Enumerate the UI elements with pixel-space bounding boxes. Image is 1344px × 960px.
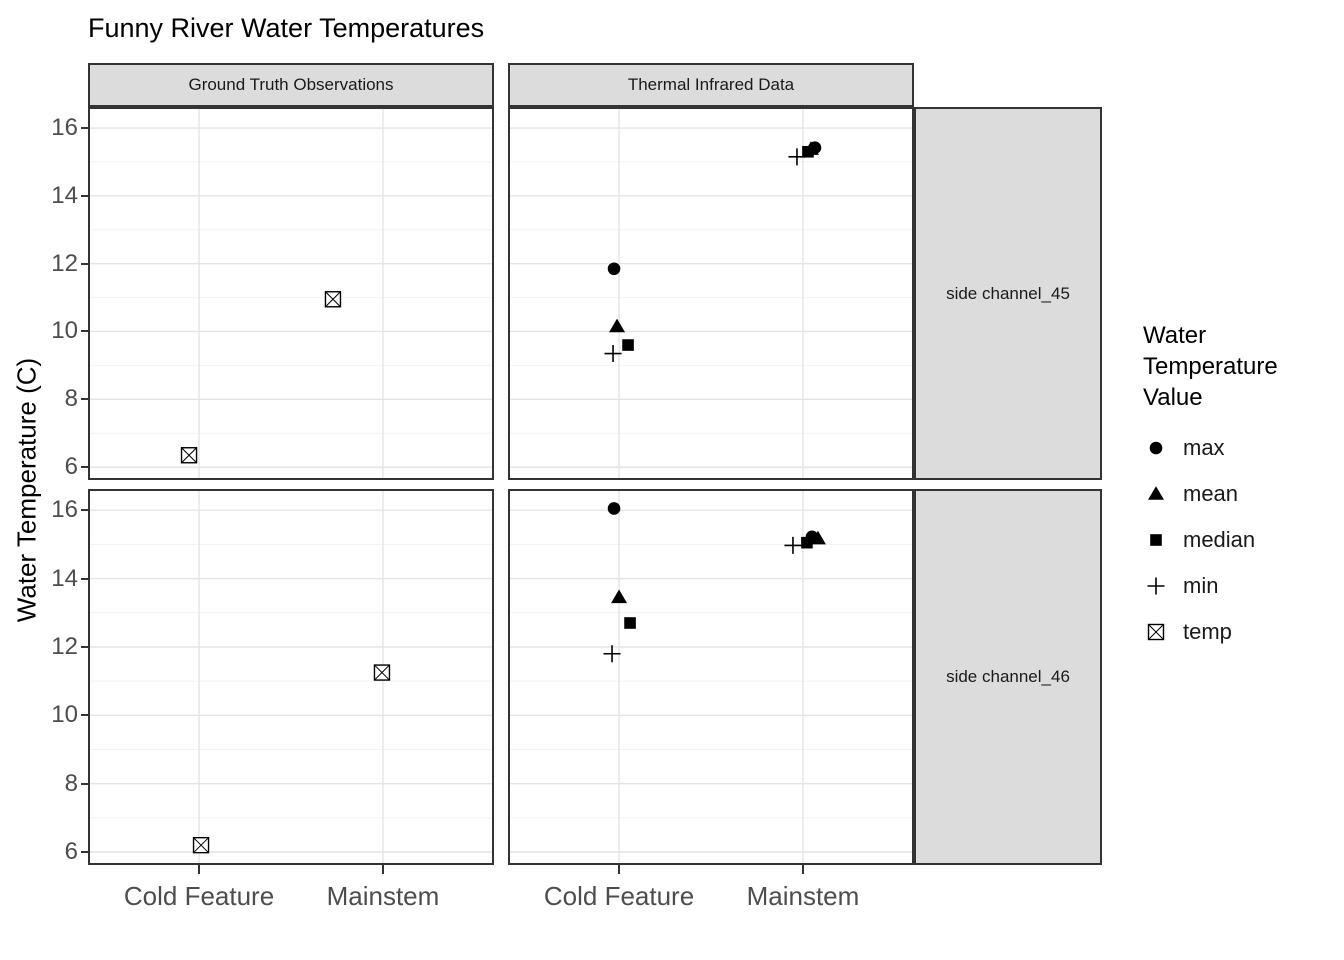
- legend-items: max mean median min temp: [1143, 435, 1343, 645]
- facet-strip-side-channel-45: side channel_45: [914, 107, 1102, 480]
- y-tick-mark: [81, 782, 88, 785]
- chart-title: Funny River Water Temperatures: [88, 13, 485, 43]
- y-tick-mark: [81, 127, 88, 130]
- facet-strip-ground-truth-label: Ground Truth Observations: [188, 75, 394, 94]
- legend-item-min: min: [1143, 573, 1343, 599]
- legend-item-label: median: [1183, 527, 1256, 552]
- data-point-mean: [609, 318, 626, 333]
- facet-strip-thermal-infrared-label: Thermal Infrared Data: [627, 75, 795, 94]
- y-tick-label: 6: [64, 838, 78, 865]
- data-point-temp: [324, 291, 342, 308]
- data-point-max: [607, 262, 621, 276]
- data-point-median: [622, 339, 634, 351]
- x-tick-label: Cold Feature: [123, 881, 275, 911]
- legend-item-temp: temp: [1143, 619, 1343, 645]
- facet-strip-side-channel-45-label: side channel_45: [946, 283, 1070, 303]
- y-tick-mark: [81, 194, 88, 197]
- data-point-temp: [192, 836, 210, 854]
- legend-item-label: mean: [1183, 481, 1239, 506]
- y-tick-label: 12: [51, 249, 78, 277]
- data-point-max: [808, 141, 822, 154]
- legend-item-mean: mean: [1143, 481, 1343, 507]
- panel-plot-area: [510, 109, 912, 478]
- y-tick-label: 16: [51, 496, 78, 524]
- x-tick-mark: [198, 865, 201, 874]
- panel-plot-area: [510, 491, 912, 863]
- y-tick-mark: [81, 577, 88, 580]
- y-tick-label: 14: [51, 181, 78, 209]
- legend-item-max: max: [1143, 435, 1343, 461]
- y-tick-mark: [81, 851, 88, 853]
- legend-min-marker-icon: [1147, 577, 1165, 595]
- y-tick-mark: [81, 262, 88, 265]
- x-tick-mark: [381, 865, 384, 874]
- x-tick-mark: [618, 865, 621, 874]
- x-tick-label: Mainstem: [746, 881, 860, 911]
- y-tick-mark: [81, 509, 88, 512]
- facet-strip-side-channel-46: side channel_46: [914, 489, 1102, 865]
- panel-thermal-infrared-side-channel-45: [508, 107, 914, 480]
- y-tick-label: 16: [51, 114, 78, 142]
- legend-max-marker-icon: [1149, 441, 1163, 455]
- y-tick-mark: [81, 645, 88, 648]
- y-tick-mark: [81, 714, 88, 717]
- data-point-temp: [180, 447, 198, 464]
- y-tick-label: 10: [51, 701, 78, 729]
- data-point-median: [801, 536, 813, 549]
- y-tick-mark: [81, 466, 88, 469]
- y-tick-label: 12: [51, 632, 78, 660]
- legend-item-label: min: [1183, 573, 1219, 598]
- legend-temp-marker-icon: [1147, 623, 1165, 641]
- y-tick-label: 10: [51, 317, 78, 345]
- data-point-min: [603, 645, 621, 663]
- panel-thermal-infrared-side-channel-46: [508, 489, 914, 865]
- data-point-min: [604, 345, 622, 363]
- legend-item-median: median: [1143, 527, 1343, 553]
- legend-item-label: temp: [1183, 619, 1232, 644]
- panel-plot-area: [90, 491, 492, 863]
- legend-item-label: max: [1183, 435, 1225, 460]
- data-point-max: [607, 502, 621, 515]
- x-tick-label: Mainstem: [326, 881, 440, 911]
- panel-plot-area: [90, 109, 492, 478]
- x-tick-mark: [801, 865, 804, 874]
- x-tick-label: Cold Feature: [543, 881, 695, 911]
- data-point-max: [805, 530, 819, 544]
- legend-mean-marker-icon: [1148, 486, 1164, 500]
- y-tick-mark: [81, 398, 88, 401]
- data-point-min: [784, 536, 802, 554]
- y-tick-mark: [81, 330, 88, 333]
- y-tick-label: 8: [64, 769, 78, 797]
- facet-strip-side-channel-46-label: side channel_46: [946, 667, 1070, 686]
- facet-strip-thermal-infrared: Thermal Infrared Data: [508, 63, 914, 107]
- y-tick-label: 8: [64, 385, 78, 413]
- y-tick-label: 6: [64, 453, 78, 481]
- legend-title-line: Temperature: [1143, 353, 1278, 380]
- legend-median-marker-icon: [1150, 534, 1162, 546]
- legend-title-line: Water: [1143, 322, 1207, 349]
- legend: Water Temperature Value max mean median min…: [1143, 320, 1343, 665]
- y-tick-label: 14: [51, 564, 78, 592]
- facet-strip-ground-truth: Ground Truth Observations: [88, 63, 494, 107]
- data-point-mean: [611, 589, 628, 604]
- panel-ground-truth-side-channel-46: [88, 489, 494, 865]
- legend-title: Water Temperature Value: [1143, 320, 1343, 413]
- panel-ground-truth-side-channel-45: [88, 107, 494, 480]
- legend-title-line: Value: [1143, 384, 1203, 411]
- data-point-median: [624, 617, 636, 629]
- data-point-temp: [373, 664, 391, 681]
